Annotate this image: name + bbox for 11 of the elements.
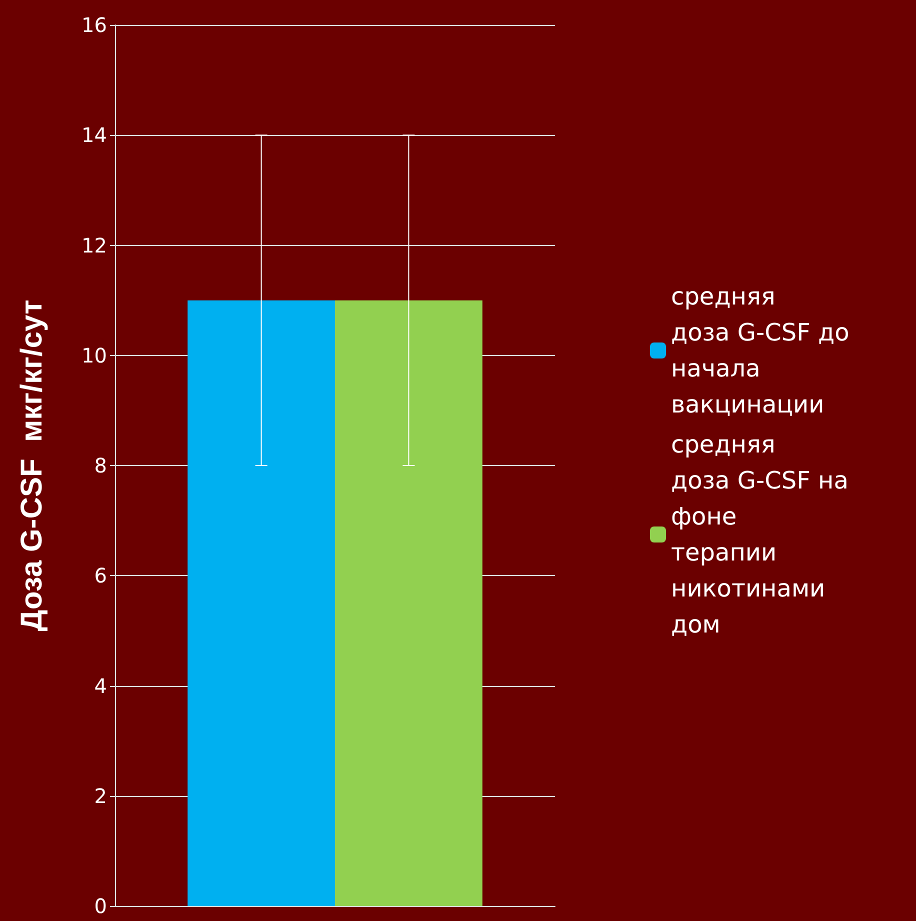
- y-tick-label: 0: [94, 894, 107, 918]
- y-tick-label: 6: [94, 564, 107, 588]
- y-axis-title: Доза G-CSF мкг/кг/сут: [16, 300, 48, 632]
- y-tick-label: 2: [94, 784, 107, 808]
- legend-label: средняя доза G-CSF на фоне терапии никотинамидом: [671, 430, 856, 638]
- y-tick-label: 16: [82, 13, 107, 37]
- y-tick-label: 8: [94, 454, 107, 478]
- y-tick-label: 4: [94, 674, 107, 698]
- y-tick-label: 12: [82, 233, 107, 258]
- y-tick-label: 10: [82, 343, 107, 368]
- y-tick-label: 14: [82, 123, 107, 148]
